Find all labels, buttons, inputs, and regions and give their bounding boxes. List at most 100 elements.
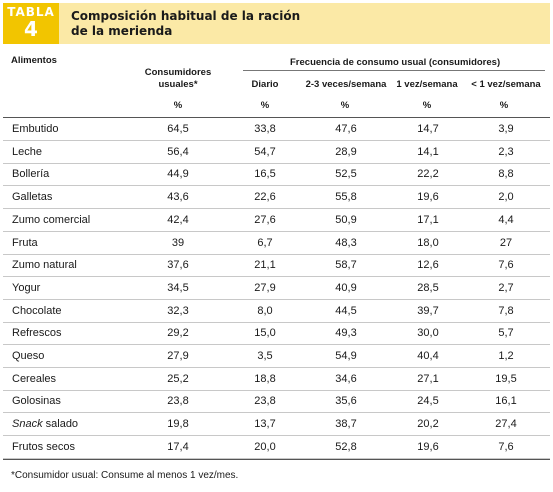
cell-menos-1-vez: 19,5 [495, 372, 517, 385]
cell-consumidores: 37,6 [167, 259, 189, 272]
table-row: Yogur 34,5 27,9 40,9 28,5 2,7 [3, 277, 550, 300]
cell-consumidores: 64,5 [167, 123, 189, 135]
cell-diario: 3,5 [257, 350, 273, 362]
cell-1-vez: 14,1 [417, 145, 439, 158]
unit-menos-1-vez: % [499, 100, 509, 111]
cell-2-3-veces: 50,9 [335, 213, 357, 226]
table-row: Golosinas 23,8 23,8 35,6 24,5 16,1 [3, 390, 550, 414]
cell-consumidores: 42,4 [167, 213, 189, 226]
cell-2-3-veces: 48,3 [335, 236, 357, 249]
cell-diario: 27,9 [254, 281, 276, 294]
cell-diario: 8,0 [257, 304, 273, 317]
cell-2-3-veces: 52,8 [335, 440, 357, 453]
footnote: *Consumidor usual: Consume al menos 1 ve… [11, 470, 239, 481]
cell-diario: 33,8 [254, 123, 276, 135]
table-row: Leche 56,4 54,7 28,9 14,1 2,3 [3, 141, 550, 164]
cell-alimento: Refrescos [12, 327, 62, 340]
tabla-label: TABLA [7, 5, 55, 19]
cell-alimento: Bollería [12, 168, 50, 181]
cell-diario: 18,8 [254, 372, 276, 385]
cell-consumidores: 56,4 [167, 145, 189, 158]
cell-2-3-veces: 40,9 [335, 281, 357, 294]
frecuencia-divider [243, 70, 545, 71]
cell-alimento: Snack salado [12, 418, 78, 430]
cell-menos-1-vez: 7,8 [498, 304, 514, 317]
cell-1-vez: 20,2 [417, 418, 439, 431]
cell-menos-1-vez: 3,9 [498, 123, 514, 135]
table-row: Galletas 43,6 22,6 55,8 19,6 2,0 [3, 186, 550, 210]
cell-2-3-veces: 35,6 [335, 395, 357, 408]
cell-menos-1-vez: 27 [499, 236, 513, 249]
cell-2-3-veces: 44,5 [335, 304, 357, 317]
cell-1-vez: 19,6 [417, 440, 439, 453]
header-divider [3, 117, 550, 118]
footer-divider [3, 459, 550, 460]
cell-2-3-veces: 58,7 [335, 259, 357, 272]
table-row: Zumo comercial 42,4 27,6 50,9 17,1 4,4 [3, 209, 550, 232]
cell-menos-1-vez: 16,1 [495, 395, 517, 408]
alimento-rest-part: salado [42, 418, 79, 431]
cell-alimento: Yogur [12, 281, 41, 294]
column-header-consumidores: Consumidores usuales* [144, 67, 212, 90]
cell-diario: 54,7 [254, 145, 276, 158]
cell-alimento: Cereales [12, 372, 57, 385]
cell-alimento: Fruta [12, 236, 38, 249]
title-line-1: Composición habitual de la ración [71, 9, 301, 23]
cell-2-3-veces: 49,3 [335, 327, 357, 340]
unit-1-vez: % [422, 100, 432, 111]
cell-1-vez: 40,4 [417, 350, 439, 362]
cell-alimento: Chocolate [12, 304, 62, 317]
cell-1-vez: 39,7 [417, 304, 439, 317]
cell-2-3-veces: 52,5 [335, 168, 357, 181]
cell-consumidores: 29,2 [167, 327, 189, 340]
cell-menos-1-vez: 7,6 [498, 440, 514, 453]
cell-menos-1-vez: 4,4 [498, 213, 514, 226]
cell-consumidores: 19,8 [167, 418, 189, 431]
cell-alimento: Leche [12, 145, 42, 158]
cell-alimento: Zumo natural [12, 259, 77, 272]
tabla-badge: TABLA 4 [3, 3, 59, 44]
cell-2-3-veces: 55,8 [335, 191, 357, 204]
cell-consumidores: 34,5 [167, 281, 189, 294]
cell-consumidores: 43,6 [167, 191, 189, 204]
cell-alimento: Galletas [12, 191, 53, 204]
table-row: Cereales 25,2 18,8 34,6 27,1 19,5 [3, 368, 550, 391]
column-header-alimentos: Alimentos [11, 55, 57, 66]
table-row: Embutido 64,5 33,8 47,6 14,7 3,9 [3, 118, 550, 141]
cell-menos-1-vez: 2,7 [498, 281, 514, 294]
table-row: Snack salado 19,8 13,7 38,7 20,2 27,4 [3, 413, 550, 437]
column-header-1-vez: 1 vez/semana [396, 79, 458, 90]
column-header-2-3-veces: 2-3 veces/semana [305, 79, 387, 90]
cell-alimento: Queso [12, 350, 45, 362]
column-header-diario: Diario [251, 79, 279, 90]
cell-1-vez: 22,2 [417, 168, 439, 181]
unit-2-3-veces: % [340, 100, 350, 111]
unit-consumidores: % [173, 100, 183, 111]
cell-menos-1-vez: 27,4 [495, 418, 517, 431]
title-line-2: de la merienda [71, 24, 173, 38]
cell-consumidores: 32,3 [167, 304, 189, 317]
cell-alimento: Embutido [12, 123, 59, 135]
cell-2-3-veces: 28,9 [335, 145, 357, 158]
cell-diario: 13,7 [254, 418, 276, 431]
cell-diario: 23,8 [254, 395, 276, 408]
cell-menos-1-vez: 8,8 [498, 168, 514, 181]
cell-1-vez: 28,5 [417, 281, 439, 294]
table-header: TABLA 4 Composición habitual de la ració… [0, 0, 553, 44]
cell-1-vez: 30,0 [417, 327, 439, 340]
cell-diario: 27,6 [254, 213, 276, 226]
column-header-menos-1-vez: < 1 vez/semana [471, 79, 541, 90]
cell-2-3-veces: 54,9 [335, 350, 357, 362]
cell-consumidores: 25,2 [167, 372, 189, 385]
cell-menos-1-vez: 5,7 [498, 327, 514, 340]
cell-menos-1-vez: 7,6 [498, 259, 514, 272]
cell-diario: 6,7 [257, 236, 273, 249]
cell-consumidores: 44,9 [167, 168, 189, 181]
cell-alimento: Zumo comercial [12, 213, 91, 226]
table-row: Chocolate 32,3 8,0 44,5 39,7 7,8 [3, 300, 550, 323]
cell-consumidores: 27,9 [167, 350, 189, 362]
cell-consumidores: 17,4 [167, 440, 189, 453]
cell-alimento: Golosinas [12, 395, 61, 408]
cell-1-vez: 24,5 [417, 395, 439, 408]
table-title: Composición habitual de la ración de la … [71, 9, 511, 39]
